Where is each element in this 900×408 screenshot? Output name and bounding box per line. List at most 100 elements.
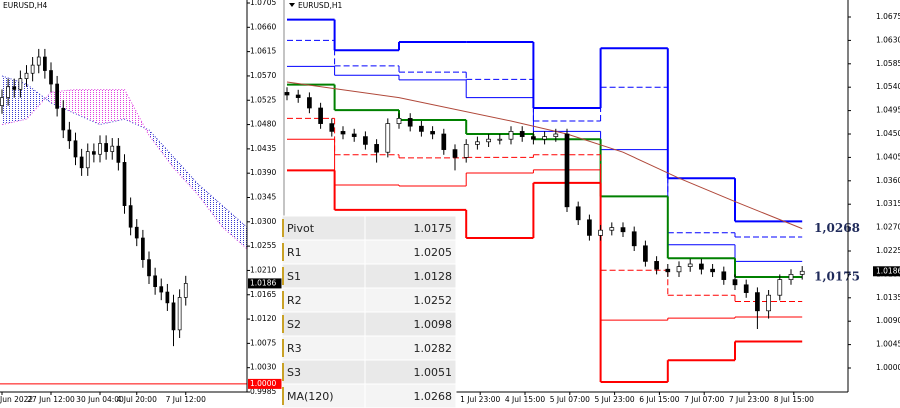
candle-body	[643, 245, 648, 262]
y-tick-label: 1.0300	[250, 217, 276, 226]
candle-body	[159, 286, 164, 293]
candle-body	[519, 131, 525, 137]
cloud-span	[1, 88, 248, 250]
table-label: R3	[287, 342, 302, 355]
candle-body	[147, 259, 151, 277]
candle-body	[542, 136, 547, 140]
row-marker	[282, 387, 284, 405]
x-tick-label: 30 Jun 04:00	[76, 395, 124, 404]
table-row	[281, 287, 457, 313]
candle-body	[0, 97, 4, 107]
candle-body	[49, 70, 53, 85]
candle-body	[351, 133, 357, 137]
candle-body	[363, 136, 368, 145]
candle-body	[30, 64, 35, 74]
candle-body	[183, 283, 188, 298]
candle-body	[508, 131, 514, 140]
pivot-table: Pivot 1.0175 R1 1.0205 S1 1.0128 R2 1.0252 S2 1.0…	[281, 215, 457, 408]
candle-body	[486, 138, 491, 143]
candle-body	[631, 231, 637, 247]
candle-body	[92, 151, 96, 155]
x-tick-label: 5 Jul 07:00	[550, 395, 590, 404]
y-tick-label: 1.0090	[876, 316, 900, 325]
candle-body	[699, 263, 704, 270]
y-tick-label: 1.0030	[250, 363, 276, 372]
cloud-fill	[75, 89, 100, 125]
candle-body	[177, 297, 182, 331]
candle-body	[385, 123, 391, 153]
table-label: S1	[287, 270, 301, 283]
y-tick-label: 1.0345	[250, 193, 276, 202]
x-tick-label: 8 Jul 15:00	[774, 395, 814, 404]
last-price-box	[248, 278, 283, 289]
candle-body	[153, 275, 157, 287]
x-tick-label: Jun 2022	[0, 395, 33, 404]
candle-body	[6, 86, 10, 98]
x-tick-label: 5 Jul 23:00	[594, 395, 634, 404]
table-label: S2	[287, 318, 301, 331]
candle-body	[329, 123, 335, 132]
candle-body	[553, 133, 559, 137]
candle-body	[687, 263, 693, 267]
y-tick-label: 1.0585	[876, 59, 900, 68]
x-tick-label: 4 Jul 15:00	[505, 395, 545, 404]
candle-body	[475, 141, 480, 145]
candle-body	[407, 118, 413, 127]
x-tick-label: 6 Jul 15:00	[639, 395, 679, 404]
candle-body	[24, 72, 29, 79]
cloud-fill	[26, 84, 51, 120]
candle-body	[141, 237, 145, 260]
candle-body	[134, 226, 139, 239]
y-tick-label: 1.0450	[876, 129, 900, 138]
candle-body	[12, 86, 17, 90]
table-label: R1	[287, 246, 302, 259]
candle-body	[721, 271, 727, 280]
candle-body	[284, 92, 290, 96]
candle-body	[116, 145, 121, 163]
moving-average	[286, 81, 803, 230]
candle-body	[396, 118, 402, 124]
candle-body	[98, 143, 102, 155]
y-tick-label: 1.0135	[876, 293, 900, 302]
candle-body	[564, 133, 570, 208]
candle-body	[430, 131, 435, 135]
table-value: 1.0175	[414, 222, 453, 235]
row-marker	[282, 219, 284, 237]
y-tick-label: 1.0495	[876, 106, 900, 115]
y-tick-label: 1.0480	[250, 120, 276, 129]
candle-body	[85, 151, 90, 169]
row-marker	[282, 315, 284, 333]
candle-body	[575, 206, 581, 221]
y-tick-label: 1.0630	[876, 35, 900, 44]
y-tick-label: 1.0255	[250, 241, 276, 250]
candle-body	[128, 205, 133, 228]
candle-body	[463, 144, 469, 158]
chart-menu-icon[interactable]	[289, 3, 295, 7]
table-value: 1.0268	[414, 390, 453, 403]
y-tick-label: 1.0315	[876, 199, 900, 208]
x-tick-label: 7 Jul 23:00	[729, 395, 769, 404]
last-price-label: 1.0186	[250, 278, 276, 287]
candle-body	[732, 279, 738, 286]
table-value: 1.0282	[414, 342, 453, 355]
table-label: S3	[287, 366, 301, 379]
candle-body	[340, 131, 346, 135]
candle-body	[497, 138, 503, 141]
candle-body	[609, 227, 615, 231]
x-tick-label: 7 Jul 07:00	[684, 395, 724, 404]
x-tick-label: 27 Jun 12:00	[27, 395, 75, 404]
cloud-fill	[222, 205, 247, 249]
y-tick-label: 1.0705	[250, 0, 276, 7]
row-marker	[282, 363, 284, 381]
candle-body	[788, 274, 794, 280]
cloud-fill	[149, 129, 174, 168]
candle-body	[307, 97, 312, 109]
candle-body	[799, 270, 805, 275]
cloud-fill	[198, 183, 223, 228]
y-tick-label: 1.0120	[250, 314, 276, 323]
table-value: 1.0252	[414, 294, 453, 307]
chart-title: EURUSD,H1	[298, 1, 342, 10]
candle-body	[43, 56, 47, 71]
x-tick-label: 4 Jul 20:00	[117, 395, 157, 404]
